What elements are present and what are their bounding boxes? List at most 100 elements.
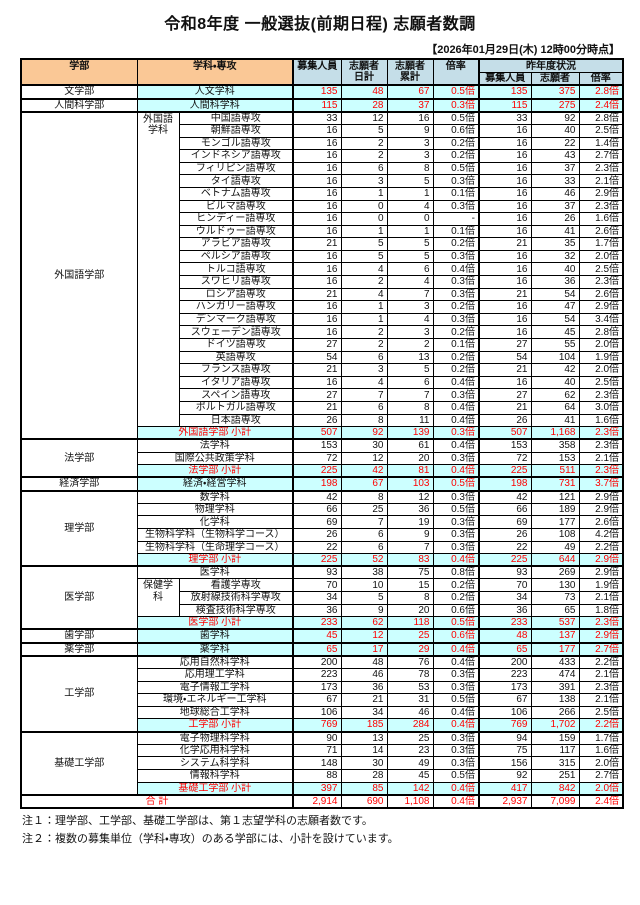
ly-capacity-cell: 34 [478,591,532,605]
table-row: 検査技術科学専攻 36 9 20 0.6倍 36 65 1.8倍 [21,603,624,618]
ly-capacity-cell: 26 [478,527,532,542]
major-cell: 英語専攻 [178,350,294,365]
daily-cell: 6 [340,527,388,542]
capacity-cell: 769 [292,718,342,733]
major-cell: スワヒリ語専攻 [178,275,294,289]
daily-cell: 1 [340,300,388,314]
ly-applicants-cell: 1,702 [530,718,580,733]
major-cell: スペイン語専攻 [178,388,294,402]
ratio-cell: 0.5倍 [432,161,480,176]
table-row: イタリア語専攻 16 4 6 0.4倍 16 40 2.5倍 [21,375,624,390]
ratio-cell: 0.2倍 [432,578,480,593]
table-header: 学部 学科・専攻 募集人員 志願者 日計 志願者 累計 倍率 昨年度状況 募集人… [20,58,624,87]
ly-ratio-cell: 2.9倍 [578,502,624,517]
major-cell: 化学応用科学科 [136,743,294,758]
major-cell: ビルマ語専攻 [178,199,294,214]
ly-ratio-cell: 1.6倍 [578,743,624,758]
ly-ratio-cell: 2.8倍 [578,325,624,340]
ly-applicants-cell: 45 [530,325,580,340]
capacity-cell: 93 [292,565,342,580]
cumulative-cell: 5 [386,174,434,188]
ly-capacity-cell: 16 [478,136,532,151]
ratio-cell: 0.5倍 [432,110,480,125]
ratio-cell: 0.3倍 [432,756,480,770]
daily-cell: 6 [340,540,388,555]
daily-cell: 52 [340,553,388,567]
ly-ratio-cell: 3.0倍 [578,401,624,415]
table-row: 環境・エネルギー工学科 67 21 31 0.5倍 67 138 2.1倍 [21,693,624,707]
major-cell: 検査技術科学専攻 [178,603,294,618]
ly-ratio-cell: 2.3倍 [578,464,624,478]
table-row: 工学部 小計 769 185 284 0.4倍 769 1,702 2.2倍 [21,718,624,733]
major-cell: ロシア語専攻 [178,287,294,302]
ly-applicants-cell: 54 [530,287,580,302]
major-cell: ドイツ語専攻 [178,338,294,352]
cumulative-cell: 4 [386,275,434,289]
ly-capacity-cell: 16 [478,312,532,327]
ly-capacity-cell: 27 [478,338,532,352]
ratio-cell: 0.4倍 [432,718,480,733]
ratio-cell: 0.6倍 [432,603,480,618]
daily-cell: 12 [340,628,388,644]
ratio-cell: 0.3倍 [432,743,480,758]
ratio-cell: 0.3倍 [432,668,480,682]
ly-capacity-cell: 66 [478,502,532,517]
cumulative-cell: 3 [386,325,434,340]
major-cell: 歯学科 [136,628,294,644]
capacity-cell: 21 [292,237,342,251]
daily-cell: 2 [340,275,388,289]
daily-cell: 2 [340,136,388,151]
capacity-cell: 507 [292,426,342,440]
ly-applicants-cell: 104 [530,350,580,365]
major-cell: アラビア語専攻 [178,237,294,251]
cumulative-cell: 5 [386,237,434,251]
ratio-cell: 0.3倍 [432,489,480,504]
capacity-cell: 200 [292,654,342,669]
ly-ratio-cell: 2.6倍 [578,515,624,529]
ly-ratio-cell: 2.4倍 [578,793,624,809]
ly-ratio-cell: 2.4倍 [578,97,624,113]
cumulative-cell: 142 [386,781,434,796]
major-cell: 中国語専攻 [178,110,294,125]
major-cell: 応用自然科学科 [136,654,294,669]
ly-applicants-cell: 54 [530,312,580,327]
ly-capacity-cell: 16 [478,123,532,138]
capacity-cell: 69 [292,515,342,529]
ratio-cell: 0.2倍 [432,363,480,377]
cumulative-cell: 139 [386,426,434,440]
table-row: 医学部 小計 233 62 118 0.5倍 233 537 2.3倍 [21,616,624,630]
ly-ratio-cell: 2.7倍 [578,149,624,163]
daily-cell: 46 [340,668,388,682]
ly-ratio-cell: 2.1倍 [578,174,624,188]
capacity-cell: 16 [292,300,342,314]
ratio-cell: 0.5倍 [432,693,480,707]
major-cell: 応用理工学科 [136,668,294,682]
cumulative-cell: 78 [386,668,434,682]
ratio-cell: - [432,212,480,226]
major-cell: イタリア語専攻 [178,375,294,390]
capacity-cell: 67 [292,693,342,707]
ratio-cell: 0.4倍 [432,705,480,720]
header-department: 学科・専攻 [136,58,294,87]
capacity-cell: 233 [292,616,342,630]
ly-applicants-cell: 37 [530,199,580,214]
ratio-cell: 0.3倍 [432,451,480,466]
daily-cell: 2 [340,325,388,340]
ly-applicants-cell: 22 [530,136,580,151]
applicants-table: 学部 学科・専攻 募集人員 志願者 日計 志願者 累計 倍率 昨年度状況 募集人… [20,58,625,809]
major-cell: 工学部 小計 [136,718,294,733]
table-row: システム科学科 148 30 49 0.3倍 156 315 2.0倍 [21,756,624,770]
ly-capacity-cell: 156 [478,756,532,770]
ly-ratio-cell: 2.0倍 [578,781,624,796]
daily-cell: 7 [340,515,388,529]
capacity-cell: 72 [292,451,342,466]
table-row: 生物科学科（生物科学コース） 26 6 9 0.3倍 26 108 4.2倍 [21,527,624,542]
ly-capacity-cell: 48 [478,628,532,644]
daily-cell: 12 [340,451,388,466]
ly-capacity-cell: 115 [478,97,532,113]
table-row: 応用理工学科 223 46 78 0.3倍 223 474 2.1倍 [21,668,624,682]
table-row: 文学部 人文学科 135 48 67 0.5倍 135 375 2.8倍 [20,84,624,100]
ly-applicants-cell: 251 [530,768,580,783]
ratio-cell: 0.2倍 [432,149,480,163]
daily-cell: 13 [340,730,388,745]
